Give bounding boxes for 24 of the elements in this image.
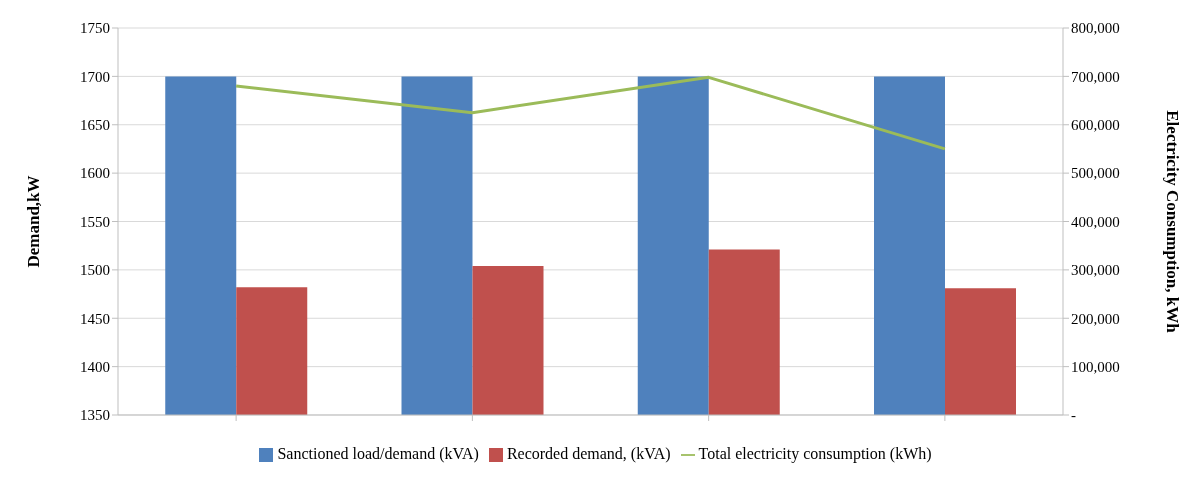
y2-tick-label: 200,000 <box>1071 310 1120 327</box>
y2-axis-title: Electricity Consumption, kWh <box>1162 110 1182 334</box>
y-tick-label: 1350 <box>80 407 110 424</box>
y-tick-label: 1550 <box>80 213 110 230</box>
y-tick-label: 1450 <box>80 310 110 327</box>
y2-tick-label: 700,000 <box>1071 68 1120 85</box>
legend-label: Total electricity consumption (kWh) <box>698 445 932 462</box>
y2-tick-label: 100,000 <box>1071 358 1120 375</box>
y2-tick-label: 400,000 <box>1071 213 1120 230</box>
y2-tick-label: 600,000 <box>1071 117 1120 134</box>
line-series <box>234 75 947 151</box>
y-tick-label: 1650 <box>80 117 110 134</box>
y-tick-label: 1750 <box>80 20 110 37</box>
y2-tick-label: - <box>1071 407 1076 424</box>
y-tick-label: 1400 <box>80 358 110 375</box>
y-tick-label: 1700 <box>80 68 110 85</box>
y-tick-label: 1600 <box>80 165 110 182</box>
y2-tick-label: 500,000 <box>1071 165 1120 182</box>
y2-tick-label: 300,000 <box>1071 262 1120 279</box>
legend-label: Recorded demand, (kVA) <box>506 445 671 462</box>
legend-label: Sanctioned load/demand (kVA) <box>277 445 479 462</box>
y-tick-label: 1500 <box>80 262 110 279</box>
y2-tick-label: 800,000 <box>1071 20 1120 37</box>
y-axis-title: Demand,kW <box>24 175 44 268</box>
